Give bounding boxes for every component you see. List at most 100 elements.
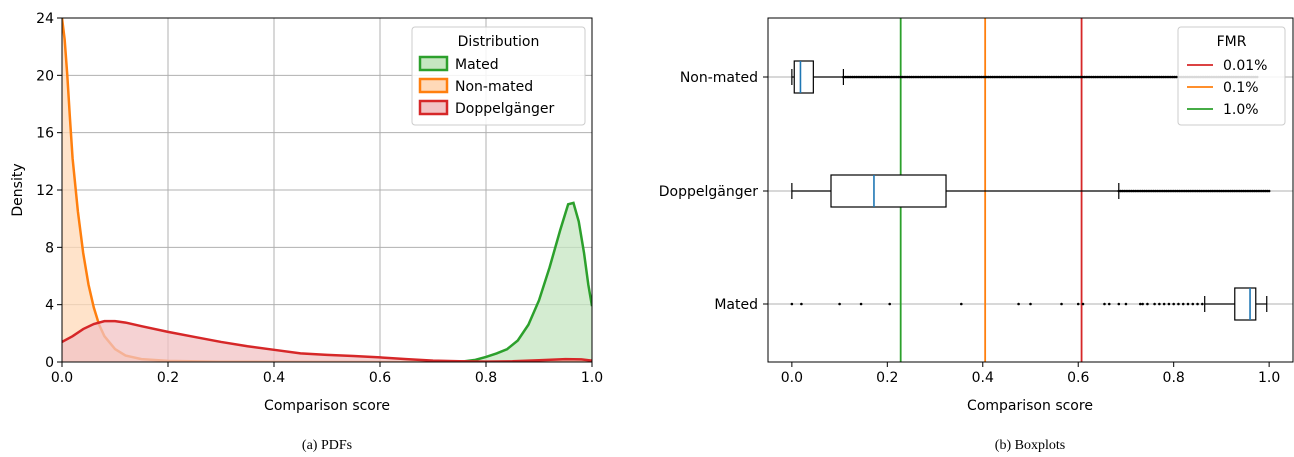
outlier-point bbox=[1130, 189, 1133, 193]
outlier-point bbox=[1258, 189, 1262, 193]
outlier-point bbox=[1124, 189, 1128, 193]
outlier-point bbox=[906, 75, 910, 79]
outlier-point bbox=[1011, 75, 1014, 79]
fmr-legend-title: FMR bbox=[1217, 34, 1247, 50]
outlier-point bbox=[1162, 75, 1165, 79]
outlier-point bbox=[1162, 302, 1166, 306]
outlier-point bbox=[1064, 75, 1068, 79]
outlier-point bbox=[1146, 189, 1150, 193]
outlier-point bbox=[1260, 189, 1264, 193]
outlier-point bbox=[1187, 189, 1190, 193]
outlier-point bbox=[1161, 189, 1165, 193]
outlier-point bbox=[1209, 189, 1212, 193]
outlier-point bbox=[1151, 75, 1154, 79]
outlier-point bbox=[1223, 189, 1227, 193]
outlier-point bbox=[1165, 75, 1169, 79]
outlier-point bbox=[1060, 302, 1063, 306]
outlier-point bbox=[908, 75, 911, 79]
outlier-point bbox=[1095, 75, 1099, 79]
outlier-point bbox=[873, 75, 876, 79]
outlier-point bbox=[1060, 75, 1064, 79]
boxplot-caption: (b) Boxplots bbox=[995, 438, 1065, 453]
outlier-point bbox=[1168, 189, 1172, 193]
outlier-point bbox=[1174, 75, 1178, 79]
outlier-point bbox=[1125, 75, 1128, 79]
outlier-point bbox=[974, 75, 978, 79]
outlier-point bbox=[989, 75, 992, 79]
fmr-legend-box bbox=[1177, 26, 1286, 126]
outlier-point bbox=[1075, 75, 1079, 79]
outlier-point bbox=[1059, 75, 1062, 79]
outlier-point bbox=[845, 75, 849, 79]
outlier-point bbox=[1134, 75, 1138, 79]
outlier-point bbox=[888, 75, 891, 79]
pdf-legend-label: Non-mated bbox=[455, 79, 533, 95]
outlier-point bbox=[963, 75, 967, 79]
pdf-legend-box bbox=[411, 26, 586, 126]
outlier-point bbox=[941, 75, 945, 79]
outlier-point bbox=[838, 302, 841, 306]
outlier-point bbox=[976, 75, 979, 79]
outlier-point bbox=[1141, 302, 1144, 306]
outlier-point bbox=[858, 75, 862, 79]
outlier-point bbox=[956, 75, 959, 79]
pdf-legend: Distribution Mated Non-mated Doppelgänger bbox=[411, 26, 586, 126]
pdf-y-tick-label: 8 bbox=[45, 240, 54, 256]
outlier-point bbox=[972, 75, 976, 79]
outlier-point bbox=[1227, 189, 1231, 193]
boxplot-panel: 0.0 0.2 0.4 0.6 0.8 1.0 Non-mated Doppelgänger… bbox=[659, 17, 1294, 453]
outlier-point bbox=[1134, 189, 1137, 193]
outlier-point bbox=[1167, 75, 1171, 79]
outlier-point bbox=[1173, 75, 1176, 79]
outlier-point bbox=[1267, 189, 1271, 193]
outlier-point bbox=[859, 302, 863, 306]
boxplot-mated bbox=[790, 287, 1268, 321]
outlier-point bbox=[1106, 75, 1110, 79]
outlier-point bbox=[1158, 302, 1161, 306]
outlier-point bbox=[1086, 75, 1090, 79]
outlier-point bbox=[1172, 302, 1175, 306]
outlier-point bbox=[1233, 189, 1236, 193]
outlier-point bbox=[998, 75, 1002, 79]
outlier-point bbox=[1163, 75, 1167, 79]
outlier-point bbox=[856, 75, 860, 79]
outlier-point bbox=[1236, 189, 1240, 193]
outlier-point bbox=[1158, 75, 1162, 79]
outlier-point bbox=[1103, 75, 1106, 79]
boxplot-x-ticks: 0.0 0.2 0.4 0.6 0.8 1.0 bbox=[781, 362, 1280, 386]
outlier-point bbox=[1141, 75, 1145, 79]
outlier-point bbox=[1177, 302, 1180, 306]
outlier-point bbox=[862, 75, 865, 79]
pdf-panel: 0.0 0.2 0.4 0.6 0.8 1.0 0 4 8 12 16 20 24 Compariso… bbox=[10, 11, 603, 453]
box-iqr bbox=[830, 174, 947, 208]
outlier-point bbox=[1247, 189, 1251, 193]
outlier-point bbox=[1211, 189, 1214, 193]
outlier-point bbox=[854, 75, 858, 79]
outlier-point bbox=[1123, 75, 1127, 79]
outlier-point bbox=[935, 75, 939, 79]
outlier-point bbox=[948, 75, 952, 79]
outlier-point bbox=[900, 75, 904, 79]
outlier-point bbox=[843, 75, 847, 79]
outlier-point bbox=[946, 75, 950, 79]
outlier-point bbox=[1196, 189, 1199, 193]
outlier-point bbox=[943, 75, 946, 79]
outlier-point bbox=[1055, 75, 1059, 79]
outlier-point bbox=[1097, 75, 1101, 79]
outlier-point bbox=[992, 75, 996, 79]
outlier-point bbox=[1088, 75, 1092, 79]
outlier-point bbox=[1009, 75, 1013, 79]
outlier-point bbox=[1014, 75, 1018, 79]
outlier-point bbox=[1084, 75, 1088, 79]
outlier-point bbox=[1167, 302, 1171, 306]
outlier-point bbox=[1046, 75, 1049, 79]
outlier-point bbox=[1128, 189, 1132, 193]
outlier-point bbox=[1070, 75, 1073, 79]
outlier-point bbox=[1003, 75, 1007, 79]
outlier-point bbox=[915, 75, 919, 79]
outlier-point bbox=[1119, 189, 1122, 193]
fmr-legend-label: 0.1% bbox=[1223, 80, 1259, 96]
outlier-point bbox=[981, 75, 985, 79]
pdf-x-tick-label: 0.2 bbox=[157, 370, 179, 386]
outlier-point bbox=[1249, 189, 1253, 193]
